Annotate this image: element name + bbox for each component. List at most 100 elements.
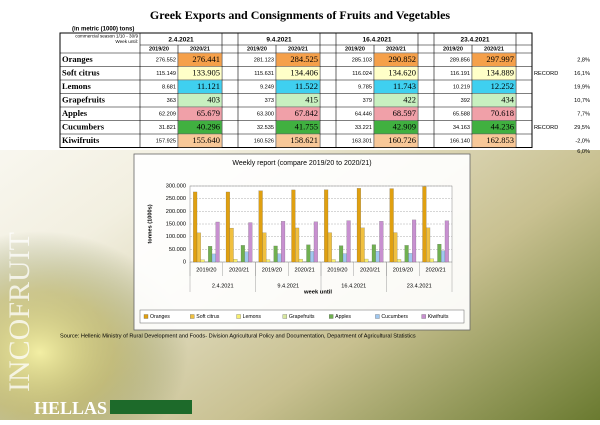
bar [216, 222, 220, 262]
y-tick-label: 200.000 [166, 209, 186, 215]
table-cell: 11.121 [197, 81, 220, 91]
bar [299, 259, 303, 262]
x-tick-label: 2019/20 [327, 267, 347, 273]
legend-swatch [329, 315, 333, 319]
bar [376, 251, 380, 262]
table-cell: 133.905 [192, 68, 220, 78]
row-change: 29,5% [574, 125, 590, 131]
bar [332, 260, 336, 262]
bar [430, 259, 434, 262]
bar [306, 245, 310, 262]
bar [365, 259, 369, 262]
week-label: 16.4.2021 [363, 37, 392, 44]
table-cell: 392 [461, 98, 470, 104]
row-change: 16,1% [574, 71, 590, 77]
legend-label: Grapefruits [289, 314, 315, 320]
table-cell: 34.163 [453, 125, 470, 131]
page-title: Greek Exports and Consignments of Fruits… [150, 8, 450, 22]
bar [361, 228, 365, 262]
x-tick-label: 2019/20 [262, 267, 282, 273]
legend-swatch [237, 315, 241, 319]
bar [343, 254, 347, 262]
bar [234, 259, 238, 262]
legend-label: Oranges [150, 314, 170, 320]
bar [328, 233, 332, 262]
bar [197, 233, 201, 262]
table-cell: 297.997 [486, 54, 514, 64]
bar [226, 192, 230, 262]
bar [347, 221, 351, 262]
bar [208, 246, 212, 262]
table-cell: 157.925 [156, 139, 176, 145]
table-cell: 65.588 [453, 112, 470, 118]
table-cell: 64.446 [355, 112, 372, 118]
table-cell: 68.597 [393, 108, 416, 118]
table-cell: 289.856 [450, 58, 470, 64]
table-cell: 281.123 [254, 58, 274, 64]
week-label: 2.4.2021 [168, 37, 194, 44]
brand-vertical: INCOFRUIT [3, 232, 36, 392]
bar [212, 254, 216, 262]
chart-title: Weekly report (compare 2019/20 to 2020/2… [232, 160, 371, 167]
table-cell: 115.631 [254, 71, 274, 77]
source: Source: Hellenic Ministry of Rural Devel… [60, 333, 416, 339]
group-label: 9.4.2021 [277, 283, 299, 289]
row-note: RECORD [534, 125, 558, 131]
bar [230, 228, 234, 262]
row-change: -2,0% [575, 139, 590, 145]
table-cell: 115.149 [156, 71, 176, 77]
season-label: 2020/21 [190, 46, 210, 52]
table-cell: 134.406 [290, 68, 318, 78]
bar [390, 189, 394, 262]
logo-badge [110, 400, 192, 414]
bar [241, 245, 245, 262]
group-label: 16.4.2021 [341, 283, 366, 289]
table-cell: 44.236 [491, 122, 514, 132]
bar [412, 220, 416, 262]
table-cell: 10.219 [453, 85, 470, 91]
table-cell: 62.209 [159, 112, 176, 118]
x-tick-label: 2020/21 [360, 267, 380, 273]
bar [426, 228, 430, 262]
bar [193, 192, 197, 262]
bar [445, 221, 449, 262]
season-label: 2020/21 [288, 46, 308, 52]
x-tick-label: 2020/21 [426, 267, 446, 273]
table-cell: 284.525 [290, 54, 318, 64]
table-cell: 11.743 [393, 81, 416, 91]
bar [281, 221, 285, 262]
bar [277, 254, 281, 262]
season-label: 2020/21 [484, 46, 504, 52]
legend-swatch [144, 315, 148, 319]
week-label: 9.4.2021 [266, 37, 292, 44]
y-tick-label: 0 [183, 259, 186, 265]
bar [437, 244, 441, 262]
row-change: 7,7% [577, 112, 590, 118]
table-cell: 31.821 [159, 125, 176, 131]
bar [423, 187, 427, 262]
table-cell: 8.681 [162, 85, 176, 91]
table-cell: 134.889 [486, 68, 514, 78]
header-label: commercial season 1/10 - 30/9 [75, 34, 138, 39]
week-label: 23.4.2021 [461, 37, 490, 44]
table-cell: 379 [363, 98, 372, 104]
bar [292, 190, 296, 262]
bar [314, 222, 318, 262]
bar [357, 188, 361, 262]
table-cell: 63.300 [257, 112, 274, 118]
table-cell: 116.191 [450, 71, 470, 77]
table-cell: 415 [305, 95, 318, 105]
bar [310, 251, 314, 262]
bar [441, 251, 445, 262]
legend-label: Apples [335, 314, 351, 320]
legend-label: Cucumbers [381, 314, 408, 320]
group-label: 23.4.2021 [407, 283, 432, 289]
y-tick-label: 100.000 [166, 234, 186, 240]
x-tick-label: 2020/21 [229, 267, 249, 273]
bar [379, 221, 383, 262]
table-cell: 373 [265, 98, 274, 104]
table-cell: 9.785 [358, 85, 372, 91]
table-cell: 162.853 [486, 135, 514, 145]
table-cell: 276.552 [156, 58, 176, 64]
bar [408, 253, 412, 262]
